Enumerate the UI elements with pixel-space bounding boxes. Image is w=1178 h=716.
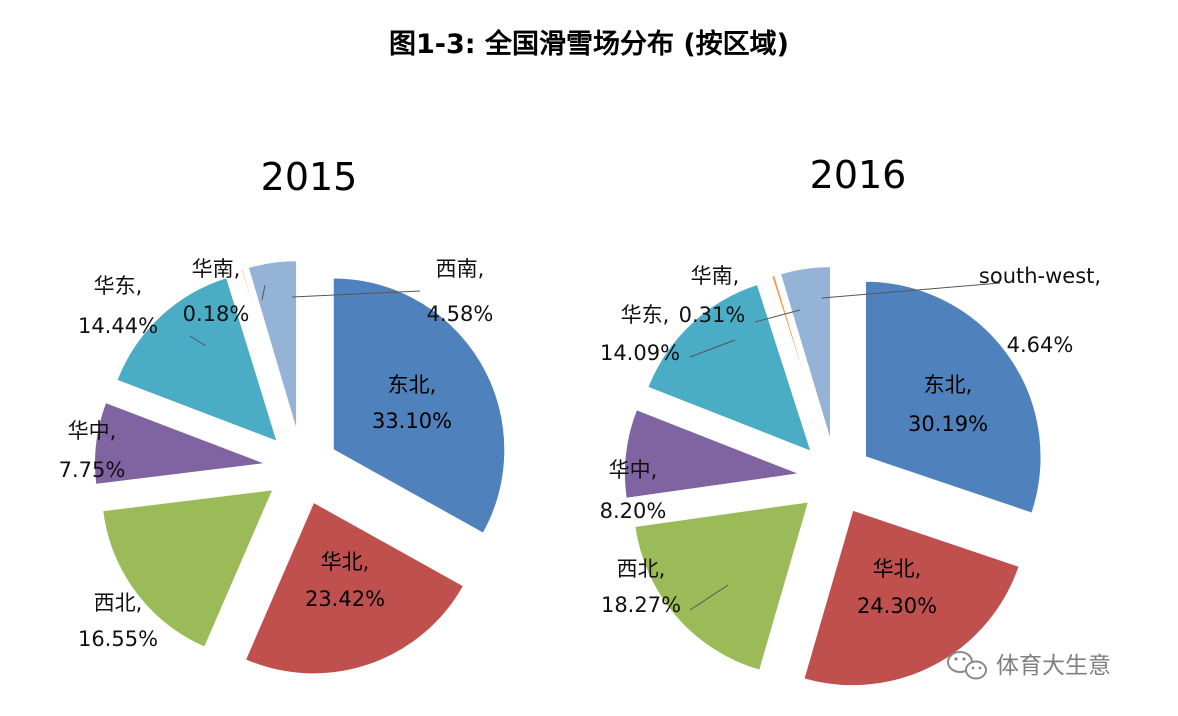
slice-label-name: 华南, (691, 264, 740, 288)
pie-slice-2015-4 (115, 276, 279, 443)
slice-label-value: 0.18% (183, 302, 250, 326)
pie-slice-2016-3 (623, 408, 804, 500)
slice-label-name: 西北, (94, 591, 143, 615)
slice-label-value: 8.20% (600, 499, 667, 523)
pie-2016 (623, 265, 1042, 687)
watermark-text: 体育大生意 (996, 653, 1111, 679)
wechat-icon (947, 651, 987, 680)
slice-label-value: 7.75% (59, 458, 126, 482)
slice-label-name: 华东, (94, 274, 143, 298)
slice-label-name: 华北, (873, 557, 922, 581)
slice-label-value: 14.09% (600, 341, 680, 365)
labels-2015: 东北, 33.10% 华北, 23.42% 西北, 16.55% 华中, 7.7… (59, 257, 494, 651)
watermark: 体育大生意 (947, 651, 1111, 680)
leader-line-2016-southwest (821, 282, 1001, 299)
slice-label-name: 华南, (192, 257, 241, 281)
slice-label-value: 4.64% (1007, 333, 1074, 357)
slice-label-value: 23.42% (305, 587, 385, 611)
pie-slice-2016-5 (770, 274, 827, 444)
slice-label-value: 14.44% (78, 314, 158, 338)
slice-label-name: south-west, (979, 264, 1101, 288)
figure-title: 图1-3: 全国滑雪场分布 (按区域) (389, 28, 789, 60)
slice-label-value: 24.30% (857, 594, 937, 618)
pie-slice-2015-6 (247, 259, 298, 433)
leader-line-2015-east (189, 335, 207, 347)
labels-2016: 东北, 30.19% 华北, 24.30% 西北, 18.27% 华中, 8.2… (600, 264, 1101, 618)
pie-2015 (93, 259, 506, 675)
slice-label-name: 华北, (321, 550, 370, 574)
slice-label-name: 西北, (617, 557, 666, 581)
pie-slice-2015-1 (244, 501, 465, 675)
slice-label-name: 华中, (68, 419, 117, 443)
pie-slice-2015-5 (239, 267, 293, 434)
leader-line-2016-east (689, 339, 736, 358)
slice-label-name: 东北, (388, 373, 437, 397)
slice-label-name: 西南, (436, 257, 485, 281)
pie-title-2016: 2016 (810, 153, 907, 197)
slice-label-name: 东北, (924, 373, 973, 397)
pie-title-2015: 2015 (261, 155, 358, 199)
slice-label-name: 华东, (621, 303, 670, 327)
slice-label-value: 33.10% (372, 409, 452, 433)
pie-slice-2016-2 (633, 500, 810, 672)
leader-line-2016-northwest (689, 584, 729, 611)
pie-slice-2015-0 (332, 277, 506, 535)
slice-label-value: 18.27% (601, 593, 681, 617)
leader-lines (189, 282, 1001, 611)
leader-line-2015-southwest (291, 290, 421, 298)
leader-line-2016-south (754, 309, 801, 323)
pie-slice-2016-6 (779, 265, 832, 443)
pie-slice-2016-0 (864, 280, 1042, 515)
slice-label-value: 4.58% (427, 302, 494, 326)
slice-label-value: 0.31% (679, 303, 746, 327)
pie-slice-2015-2 (101, 488, 275, 649)
slice-label-value: 30.19% (908, 412, 988, 436)
slice-label-value: 16.55% (78, 627, 158, 651)
leader-line-2015-south (261, 284, 266, 301)
pie-slice-2015-3 (93, 401, 267, 486)
slice-label-name: 华中, (609, 458, 658, 482)
pie-slice-2016-4 (646, 283, 813, 454)
pie-slice-2016-1 (802, 508, 1021, 687)
